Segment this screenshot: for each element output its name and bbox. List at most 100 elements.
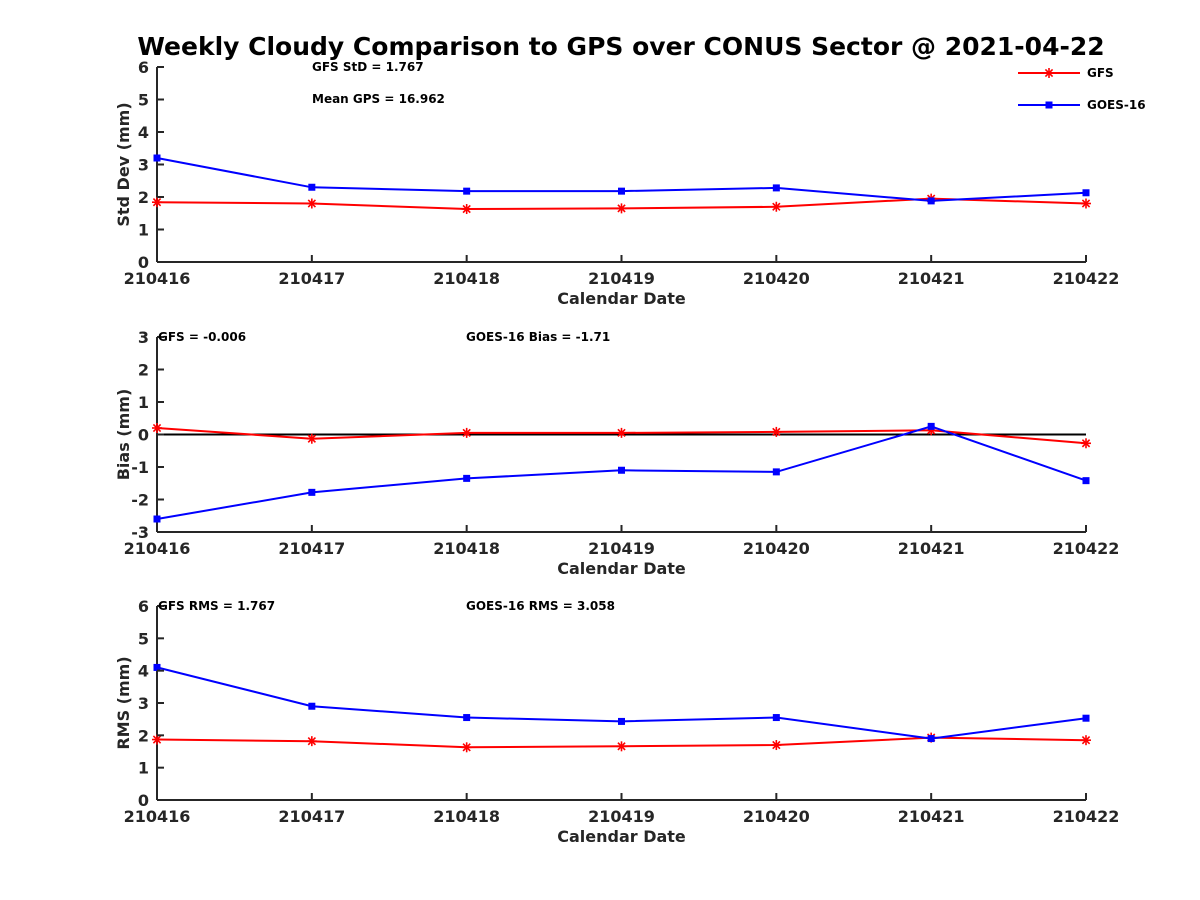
data-point-goes-16 bbox=[1082, 714, 1090, 722]
data-point-goes-16 bbox=[463, 187, 471, 195]
y-tick-label: 3 bbox=[138, 694, 149, 713]
panel-bias: -3 -2 -1 0 1 2 3 210416 210417 210418 210419 21042… bbox=[114, 328, 1119, 578]
x-tick-label: 210418 bbox=[433, 539, 500, 558]
legend-swatch-gfs bbox=[1018, 68, 1080, 78]
std-dev-x-ticks: 210416 210417 210418 210419 210420 210421 2104… bbox=[124, 255, 1119, 288]
data-point-goes-16 bbox=[153, 515, 161, 523]
bias-x-label: Calendar Date bbox=[557, 559, 686, 578]
y-tick-label: 3 bbox=[138, 328, 149, 347]
data-point-goes-16 bbox=[463, 474, 471, 482]
data-point-goes-16 bbox=[618, 717, 625, 725]
y-tick-label: 2 bbox=[138, 188, 149, 207]
std-dev-annotation-mean-gps: Mean GPS = 16.962 bbox=[312, 92, 445, 106]
data-point-gfs bbox=[771, 201, 782, 212]
std-dev-y-ticks: 0 1 2 3 4 5 6 bbox=[138, 58, 164, 272]
series-gfs bbox=[152, 193, 1091, 215]
rms-y-ticks: 0 1 2 3 4 5 6 bbox=[138, 597, 164, 810]
legend-marker bbox=[1044, 68, 1054, 78]
data-point-goes-16 bbox=[772, 468, 780, 476]
data-point-goes-16 bbox=[927, 422, 935, 430]
x-tick-label: 210421 bbox=[898, 539, 965, 558]
bias-x-ticks: 210416 210417 210418 210419 210420 210421 2104… bbox=[124, 525, 1119, 558]
data-point-goes-16 bbox=[1082, 477, 1090, 485]
data-point-gfs bbox=[1081, 198, 1091, 209]
data-point-gfs bbox=[461, 204, 472, 215]
legend-marker bbox=[1045, 101, 1053, 109]
data-point-gfs bbox=[306, 198, 317, 209]
data-point-gfs bbox=[771, 426, 782, 437]
data-point-gfs bbox=[771, 740, 782, 751]
x-tick-label: 210416 bbox=[124, 269, 191, 288]
x-tick-label: 210419 bbox=[588, 539, 655, 558]
data-point-gfs bbox=[461, 742, 472, 753]
legend-entry-goes16: GOES-16 bbox=[1018, 98, 1146, 112]
y-tick-label: 1 bbox=[138, 759, 149, 778]
y-tick-label: 2 bbox=[138, 726, 149, 745]
data-point-goes-16 bbox=[308, 488, 316, 496]
rms-x-label: Calendar Date bbox=[557, 827, 686, 846]
data-point-goes-16 bbox=[772, 184, 780, 192]
x-tick-label: 210416 bbox=[124, 539, 191, 558]
y-tick-label: 1 bbox=[138, 221, 149, 240]
rms-annotation-gfs: GFS RMS = 1.767 bbox=[158, 599, 275, 613]
data-point-gfs bbox=[616, 427, 627, 438]
data-point-gfs bbox=[152, 197, 162, 208]
data-point-goes-16 bbox=[618, 187, 625, 195]
y-tick-label: 4 bbox=[138, 123, 149, 142]
legend-swatch-goes16 bbox=[1018, 101, 1080, 109]
y-tick-label: 0 bbox=[138, 791, 149, 810]
data-point-goes-16 bbox=[463, 714, 471, 722]
y-tick-label: 1 bbox=[138, 393, 149, 412]
data-point-goes-16 bbox=[308, 183, 316, 191]
y-tick-label: 4 bbox=[138, 662, 149, 681]
x-tick-label: 210419 bbox=[588, 269, 655, 288]
data-point-gfs bbox=[616, 203, 627, 214]
bias-annotation-goes16: GOES-16 Bias = -1.71 bbox=[466, 330, 610, 344]
legend-label-gfs: GFS bbox=[1087, 66, 1114, 80]
series-goes-16 bbox=[153, 154, 1090, 205]
x-tick-label: 210421 bbox=[898, 269, 965, 288]
x-tick-label: 210420 bbox=[743, 807, 810, 826]
data-point-goes-16 bbox=[927, 735, 935, 743]
data-point-gfs bbox=[306, 433, 317, 444]
rms-y-label: RMS (mm) bbox=[114, 656, 133, 749]
y-tick-label: 2 bbox=[138, 361, 149, 380]
x-tick-label: 210422 bbox=[1053, 807, 1120, 826]
data-point-goes-16 bbox=[153, 154, 161, 162]
y-tick-label: -3 bbox=[131, 523, 149, 542]
legend: GFS GOES-16 bbox=[1018, 66, 1146, 112]
data-point-goes-16 bbox=[927, 197, 935, 205]
series-goes-16 bbox=[153, 663, 1090, 743]
x-tick-label: 210420 bbox=[743, 539, 810, 558]
data-point-gfs bbox=[152, 423, 162, 433]
y-tick-label: 0 bbox=[138, 253, 149, 272]
bias-annotation-gfs: GFS = -0.006 bbox=[158, 330, 246, 344]
bias-y-label: Bias (mm) bbox=[114, 389, 133, 481]
legend-entry-gfs: GFS bbox=[1018, 66, 1114, 80]
bias-y-ticks: -3 -2 -1 0 1 2 3 bbox=[131, 328, 164, 542]
y-tick-label: 0 bbox=[138, 426, 149, 445]
data-point-gfs bbox=[1081, 438, 1091, 449]
legend-label-goes16: GOES-16 bbox=[1087, 98, 1146, 112]
data-point-goes-16 bbox=[1082, 189, 1090, 197]
data-point-gfs bbox=[616, 741, 627, 752]
x-tick-label: 210418 bbox=[433, 269, 500, 288]
data-point-goes-16 bbox=[772, 714, 780, 722]
x-tick-label: 210416 bbox=[124, 807, 191, 826]
x-tick-label: 210419 bbox=[588, 807, 655, 826]
chart-title: Weekly Cloudy Comparison to GPS over CON… bbox=[137, 32, 1104, 61]
data-point-goes-16 bbox=[308, 702, 316, 710]
data-point-gfs bbox=[1081, 735, 1091, 746]
x-tick-label: 210421 bbox=[898, 807, 965, 826]
y-tick-label: 6 bbox=[138, 58, 149, 77]
rms-x-ticks: 210416 210417 210418 210419 210420 210421 2104… bbox=[124, 793, 1120, 826]
x-tick-label: 210417 bbox=[278, 807, 345, 826]
data-point-goes-16 bbox=[618, 466, 625, 474]
std-dev-x-label: Calendar Date bbox=[557, 289, 686, 308]
series-goes-16 bbox=[153, 422, 1090, 523]
x-tick-label: 210418 bbox=[433, 807, 500, 826]
y-tick-label: 3 bbox=[138, 156, 149, 175]
